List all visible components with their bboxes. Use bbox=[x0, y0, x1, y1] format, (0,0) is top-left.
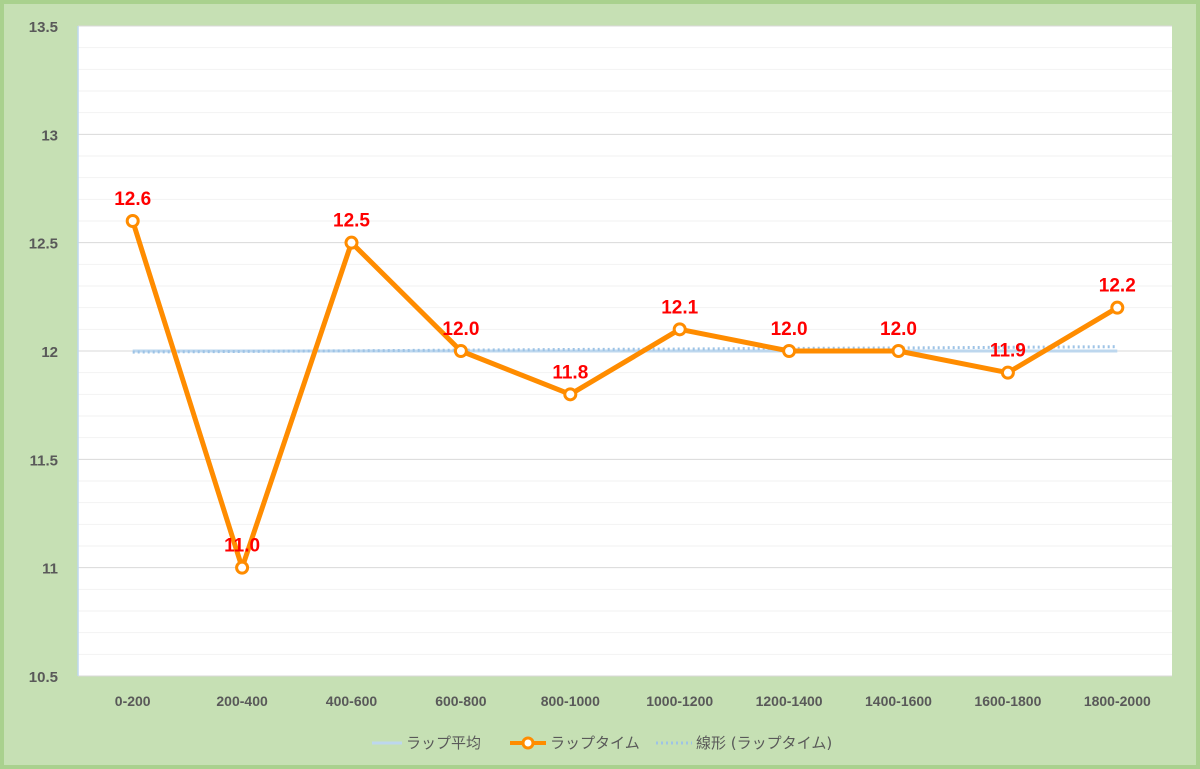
x-axis-ticks: 0-200 200-400 400-600 600-800 800-1000 1000-1… bbox=[115, 693, 1151, 709]
data-label: 12.0 bbox=[442, 319, 479, 340]
legend-marker bbox=[521, 736, 535, 750]
data-label: 11.8 bbox=[552, 362, 588, 383]
data-label: 12.1 bbox=[661, 297, 698, 318]
data-label: 11.0 bbox=[224, 536, 260, 557]
y-tick-label: 12.5 bbox=[29, 236, 58, 253]
data-point bbox=[344, 235, 359, 250]
legend-label: ラップ平均 bbox=[406, 734, 481, 752]
x-tick-label: 600-800 bbox=[435, 693, 487, 709]
legend: ラップ平均 ラップタイム 線形 (ラップタイム) bbox=[372, 734, 832, 752]
data-point bbox=[235, 560, 250, 575]
data-point bbox=[1110, 300, 1125, 315]
data-point bbox=[453, 344, 468, 358]
x-tick-label: 800-1000 bbox=[541, 693, 600, 709]
data-labels: 12.6 11.0 12.5 12.0 11.8 12.1 12.0 12.0 11.9 12.2 bbox=[114, 189, 1136, 557]
data-point bbox=[563, 387, 578, 402]
data-point bbox=[782, 344, 797, 358]
x-tick-label: 200-400 bbox=[216, 693, 268, 709]
series-line-lap-time bbox=[130, 220, 1119, 571]
data-label: 11.9 bbox=[990, 341, 1026, 362]
legend-label: ラップタイム bbox=[550, 734, 640, 752]
x-tick-label: 0-200 bbox=[115, 693, 151, 709]
y-tick-label: 11.5 bbox=[30, 452, 58, 469]
data-label: 12.6 bbox=[114, 189, 151, 210]
data-label: 12.0 bbox=[771, 319, 808, 340]
y-tick-label: 10.5 bbox=[29, 669, 58, 686]
data-point bbox=[125, 214, 140, 228]
data-point bbox=[1000, 365, 1015, 380]
series-line-trend bbox=[132, 345, 1118, 354]
data-label: 12.0 bbox=[880, 319, 917, 340]
y-tick-label: 13 bbox=[41, 127, 58, 144]
legend-label: 線形 (ラップタイム) bbox=[696, 734, 832, 752]
data-label: 12.2 bbox=[1099, 276, 1136, 297]
series-layer bbox=[125, 214, 1125, 575]
y-tick-label: 13.5 bbox=[29, 19, 58, 36]
data-point bbox=[891, 344, 906, 358]
y-tick-label: 12 bbox=[41, 344, 58, 361]
x-tick-label: 1000-1200 bbox=[646, 693, 713, 709]
x-tick-label: 1200-1400 bbox=[756, 693, 823, 709]
x-tick-label: 1400-1600 bbox=[865, 693, 932, 709]
data-point bbox=[672, 322, 687, 337]
x-tick-label: 400-600 bbox=[326, 693, 378, 709]
x-tick-label: 1600-1800 bbox=[974, 693, 1041, 709]
y-tick-label: 11 bbox=[42, 561, 58, 578]
y-axis-ticks: 10.5 11 11.5 12 12.5 13 13.5 bbox=[29, 19, 58, 686]
x-tick-label: 1800-2000 bbox=[1084, 693, 1151, 709]
data-label: 12.5 bbox=[333, 211, 370, 232]
